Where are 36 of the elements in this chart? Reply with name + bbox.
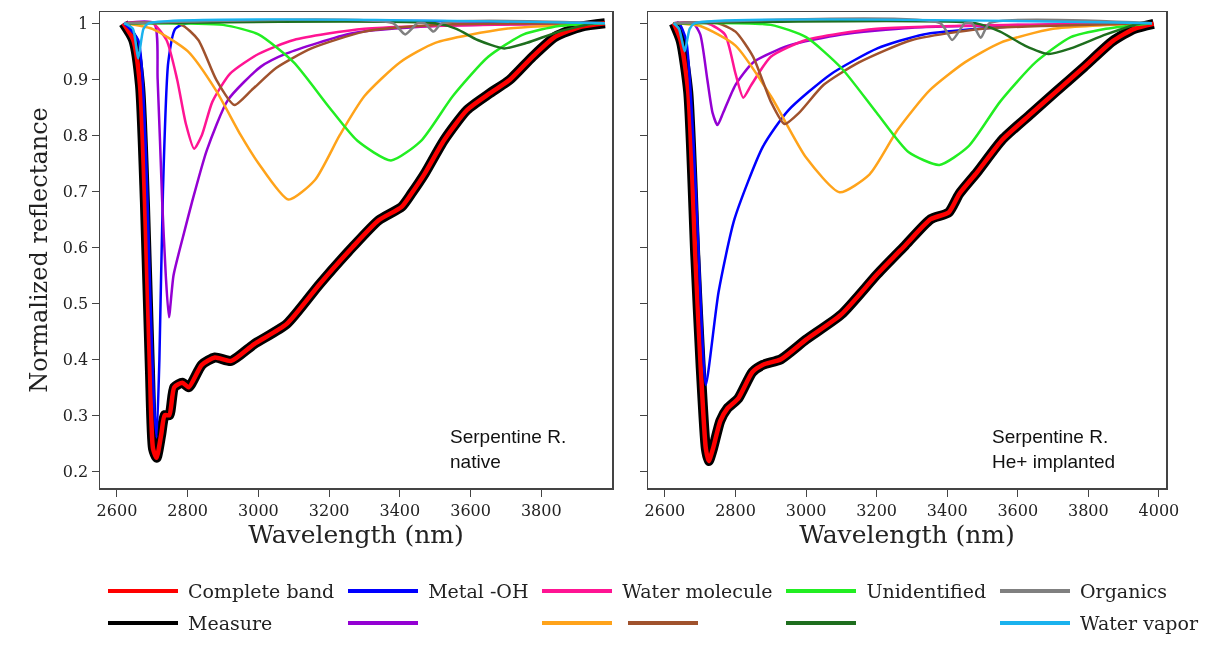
- x-tick-label: 3200: [856, 500, 898, 520]
- legend-label: Water vapor: [1080, 612, 1198, 634]
- legend-label: Organics: [1080, 580, 1167, 602]
- x-axis-title: Wavelength (nm): [248, 519, 464, 549]
- y-tick-label: 0.3: [62, 405, 89, 425]
- y-tick-label: 1: [78, 13, 89, 33]
- legend-label: Water molecule: [622, 580, 773, 602]
- y-tick-label: 0.5: [62, 293, 89, 313]
- x-tick-label: 3600: [997, 500, 1039, 520]
- annotation: Serpentine R. He+ implanted: [992, 426, 1116, 472]
- y-tick-label: 0.4: [62, 349, 89, 369]
- x-tick-label: 3800: [1068, 500, 1109, 520]
- x-tick-label: 3000: [785, 500, 827, 520]
- y-tick-label: 0.8: [62, 125, 89, 145]
- legend-label: Measure: [188, 612, 273, 634]
- x-tick-label: 3800: [520, 500, 562, 520]
- x-tick-label: 3600: [450, 500, 491, 520]
- legend-label: Metal -OH: [428, 580, 529, 602]
- x-tick-label: 4000: [1138, 500, 1180, 520]
- legend-label: Complete band: [188, 580, 335, 602]
- annotation: Serpentine R. native: [450, 426, 567, 472]
- x-tick-label: 3400: [379, 500, 421, 520]
- legend-label: Unidentified: [866, 580, 987, 602]
- y-tick-label: 0.6: [62, 237, 89, 257]
- y-tick-label: 0.2: [62, 461, 89, 481]
- y-tick-label: 0.9: [62, 69, 89, 89]
- y-tick-label: 0.7: [62, 181, 89, 201]
- x-tick-label: 2800: [167, 500, 209, 520]
- x-tick-label: 3200: [308, 500, 350, 520]
- x-axis-title: Wavelength (nm): [799, 519, 1015, 549]
- x-tick-label: 2800: [715, 500, 756, 520]
- y-axis-title: Normalized reflectance: [25, 107, 54, 393]
- x-tick-label: 3400: [926, 500, 968, 520]
- x-tick-label: 2600: [644, 500, 686, 520]
- x-tick-label: 3000: [238, 500, 279, 520]
- x-tick-label: 2600: [96, 500, 138, 520]
